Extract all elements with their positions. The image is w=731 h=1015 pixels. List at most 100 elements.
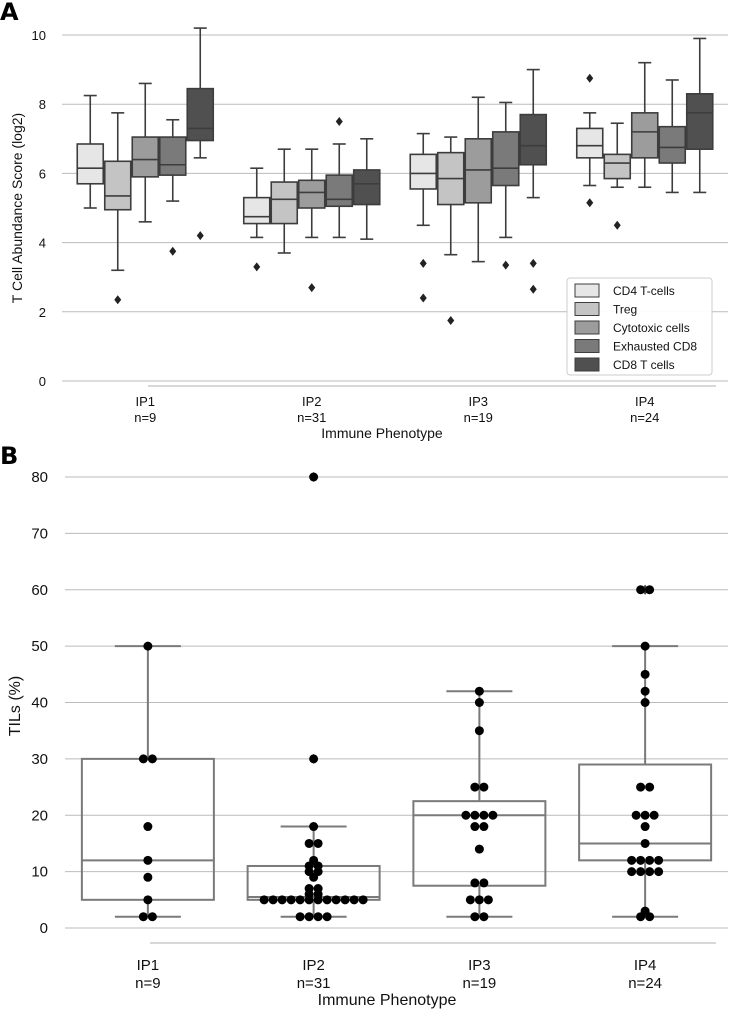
- box-a-ip2-0: [242, 167, 271, 272]
- chart-a: 0 2 4 6 8 10 T Cell Abundance Score (log2) IP…: [9, 27, 728, 441]
- outlier-marker: [308, 283, 316, 293]
- data-point: [147, 754, 157, 764]
- y-tick-label: 10: [31, 864, 48, 881]
- data-point: [640, 810, 650, 820]
- data-point: [479, 782, 489, 792]
- outlier-marker: [253, 262, 261, 272]
- data-point: [331, 895, 341, 905]
- box-a-ip4-3: [658, 79, 687, 194]
- data-point: [295, 912, 305, 922]
- outlier-marker: [529, 284, 537, 294]
- box-iqr: [186, 87, 215, 142]
- box-a-ip1-1: [103, 112, 132, 305]
- x-tick-count: n=31: [297, 410, 326, 425]
- outlier-marker: [586, 198, 594, 208]
- box-a-ip4-2: [630, 61, 659, 189]
- box-a-ip2-1: [270, 148, 299, 254]
- panel-label-b: B: [0, 442, 18, 470]
- data-point: [349, 895, 359, 905]
- x-tick-count: n=9: [135, 975, 160, 992]
- data-point: [461, 810, 471, 820]
- y-tick-label: 80: [31, 469, 48, 486]
- data-point: [138, 754, 148, 764]
- y-axis-label-b: TILs (%): [7, 676, 24, 736]
- data-point: [631, 810, 641, 820]
- data-point: [636, 855, 646, 865]
- data-point: [340, 895, 350, 905]
- outlier-marker: [613, 220, 621, 230]
- points-b: [138, 472, 664, 922]
- data-point: [143, 855, 153, 865]
- box-iqr: [412, 800, 547, 887]
- data-point: [295, 895, 305, 905]
- data-point: [640, 641, 650, 651]
- data-point: [474, 895, 484, 905]
- legend-label: Exhausted CD8: [613, 340, 697, 354]
- legend-label: CD4 T-cells: [613, 284, 675, 298]
- box-iqr: [491, 131, 520, 187]
- legend-swatch: [574, 357, 600, 372]
- data-point: [322, 895, 332, 905]
- data-point: [358, 895, 368, 905]
- box-iqr: [297, 179, 326, 209]
- data-point: [645, 782, 655, 792]
- y-tick-label: 0: [40, 920, 48, 937]
- data-point: [479, 822, 489, 832]
- data-point: [636, 867, 646, 877]
- box-b-ip2: [246, 472, 381, 918]
- y-tick-label: 50: [31, 638, 48, 655]
- y-ticks-b: 0 10 20 30 40 50 60 70 80: [31, 469, 48, 937]
- x-tick-count: n=19: [464, 410, 493, 425]
- data-point: [313, 912, 323, 922]
- legend-label: Treg: [613, 303, 637, 317]
- boxes-a: [76, 27, 714, 325]
- data-point: [277, 895, 287, 905]
- boxes-b: [80, 472, 713, 918]
- y-tick-label: 8: [39, 97, 46, 112]
- box-a-ip4-0: [575, 73, 604, 208]
- data-point: [488, 810, 498, 820]
- outlier-marker: [447, 315, 455, 325]
- data-point: [259, 895, 269, 905]
- box-iqr: [519, 113, 548, 166]
- data-point: [309, 855, 319, 865]
- x-tick-label: IP3: [468, 957, 491, 974]
- legend-label: Cytotoxic cells: [613, 321, 690, 335]
- legend-swatch: [574, 302, 600, 316]
- data-point: [304, 884, 314, 894]
- legend-swatch: [574, 283, 600, 298]
- x-tick-count: n=31: [297, 975, 331, 992]
- data-point: [470, 782, 480, 792]
- x-tick-count: n=24: [630, 410, 659, 425]
- data-point: [313, 884, 323, 894]
- x-tick-count: n=24: [628, 975, 662, 992]
- x-tick-label: IP3: [468, 394, 488, 409]
- y-tick-label: 30: [31, 751, 48, 768]
- box-iqr: [246, 864, 381, 901]
- data-point: [474, 686, 484, 696]
- data-point: [286, 895, 296, 905]
- data-point: [640, 698, 650, 707]
- x-axis-label-b: Immune Phenotype: [318, 992, 457, 1009]
- x-tick-count: n=9: [134, 410, 156, 425]
- box-a-ip2-4: [352, 138, 381, 240]
- legend-box: [566, 277, 713, 376]
- data-point: [640, 822, 650, 832]
- data-point: [470, 912, 480, 922]
- data-point: [474, 726, 484, 736]
- y-tick-label: 60: [31, 582, 48, 599]
- box-iqr: [242, 196, 271, 225]
- legend-swatch: [574, 339, 600, 353]
- data-point: [470, 822, 480, 832]
- x-tick-label: IP2: [302, 957, 325, 974]
- panel-label-a: A: [0, 0, 19, 26]
- data-point: [304, 912, 314, 922]
- box-a-ip1-2: [131, 82, 160, 223]
- box-a-ip4-1: [603, 122, 632, 230]
- box-iqr: [575, 127, 604, 159]
- box-iqr: [103, 160, 132, 211]
- box-a-ip3-3: [491, 101, 520, 270]
